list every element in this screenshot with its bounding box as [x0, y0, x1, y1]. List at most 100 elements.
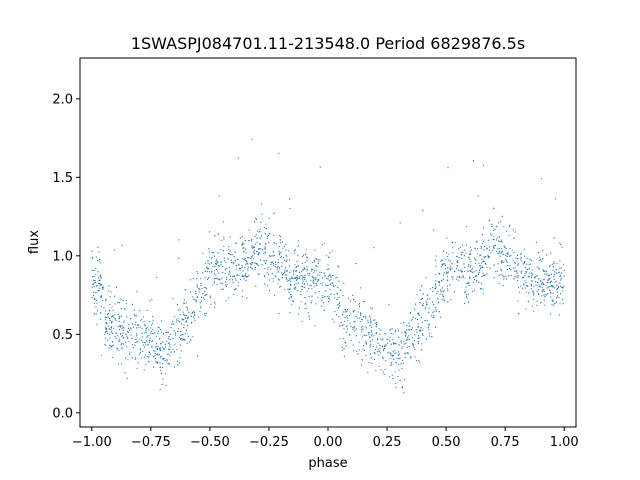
data-point [108, 325, 110, 327]
data-point [520, 271, 523, 273]
data-point [435, 273, 437, 275]
data-point [323, 242, 325, 244]
data-point [392, 333, 394, 335]
data-point [117, 335, 119, 337]
data-point [420, 327, 422, 329]
data-point [301, 320, 303, 322]
data-point [475, 260, 477, 262]
data-point [530, 283, 533, 285]
data-point [245, 275, 247, 277]
data-point [106, 333, 109, 335]
data-point [523, 283, 525, 285]
data-point [506, 230, 508, 232]
data-point [256, 230, 259, 233]
data-point [508, 255, 510, 257]
data-point [263, 248, 265, 250]
data-point [337, 265, 339, 267]
data-point [361, 331, 363, 333]
data-point [446, 267, 449, 269]
data-point [548, 274, 550, 276]
data-point [548, 265, 551, 267]
data-point [336, 276, 338, 278]
data-point [401, 368, 403, 370]
data-point [138, 353, 140, 355]
data-point [390, 354, 392, 356]
data-point [215, 274, 217, 276]
data-point [296, 266, 298, 268]
data-point [359, 303, 361, 305]
data-point [526, 285, 528, 287]
data-point [241, 243, 243, 245]
data-point [406, 329, 408, 331]
data-point [173, 366, 175, 368]
data-point [168, 338, 170, 340]
data-point [106, 331, 108, 333]
data-point [550, 296, 552, 298]
data-point [251, 247, 253, 249]
data-point [294, 287, 296, 289]
data-point [290, 296, 292, 298]
data-point [536, 281, 539, 283]
x-tick-label: −0.50 [190, 435, 230, 450]
data-point [93, 313, 95, 315]
data-point [491, 249, 493, 252]
data-point [378, 328, 380, 330]
data-point [260, 259, 262, 261]
data-point [283, 272, 285, 275]
data-point [420, 349, 422, 351]
data-point [274, 261, 277, 263]
data-point [125, 299, 127, 301]
data-point [258, 252, 260, 254]
data-point [96, 302, 98, 304]
data-point [516, 275, 518, 277]
scatter-points [91, 138, 565, 394]
data-point [347, 297, 349, 299]
data-point [400, 342, 402, 344]
data-point [342, 294, 344, 297]
data-point [523, 261, 525, 263]
data-point [111, 332, 114, 334]
data-point [512, 229, 514, 231]
data-point [518, 313, 520, 315]
data-point [206, 266, 208, 268]
data-point [370, 357, 372, 359]
data-point [223, 236, 225, 238]
data-point [471, 271, 474, 273]
data-point [200, 296, 203, 298]
data-point [549, 264, 551, 267]
data-point [434, 285, 436, 287]
data-point [114, 303, 116, 305]
data-point [403, 321, 405, 324]
data-point [285, 249, 287, 251]
data-point [546, 281, 549, 284]
data-point [330, 293, 332, 295]
data-point [121, 325, 123, 327]
data-point [241, 236, 243, 238]
data-point [218, 265, 221, 267]
data-point [114, 336, 116, 338]
data-point [127, 359, 129, 361]
data-point [162, 341, 164, 343]
data-point [285, 260, 287, 262]
data-point [173, 351, 175, 353]
data-point [208, 251, 211, 253]
data-point [278, 312, 280, 315]
data-point [106, 317, 108, 319]
data-point [394, 371, 396, 373]
data-point [350, 313, 352, 315]
data-point [310, 302, 312, 304]
data-point [470, 264, 472, 266]
data-point [394, 329, 397, 331]
data-point [294, 248, 296, 250]
data-point [483, 257, 485, 259]
data-point [433, 304, 435, 306]
data-point [503, 278, 505, 280]
data-point [123, 321, 125, 323]
data-point [516, 271, 518, 273]
data-point [268, 242, 270, 244]
data-point [353, 310, 356, 312]
data-point [363, 349, 365, 351]
data-point [454, 270, 456, 273]
data-point [210, 271, 212, 273]
data-point [406, 346, 409, 348]
